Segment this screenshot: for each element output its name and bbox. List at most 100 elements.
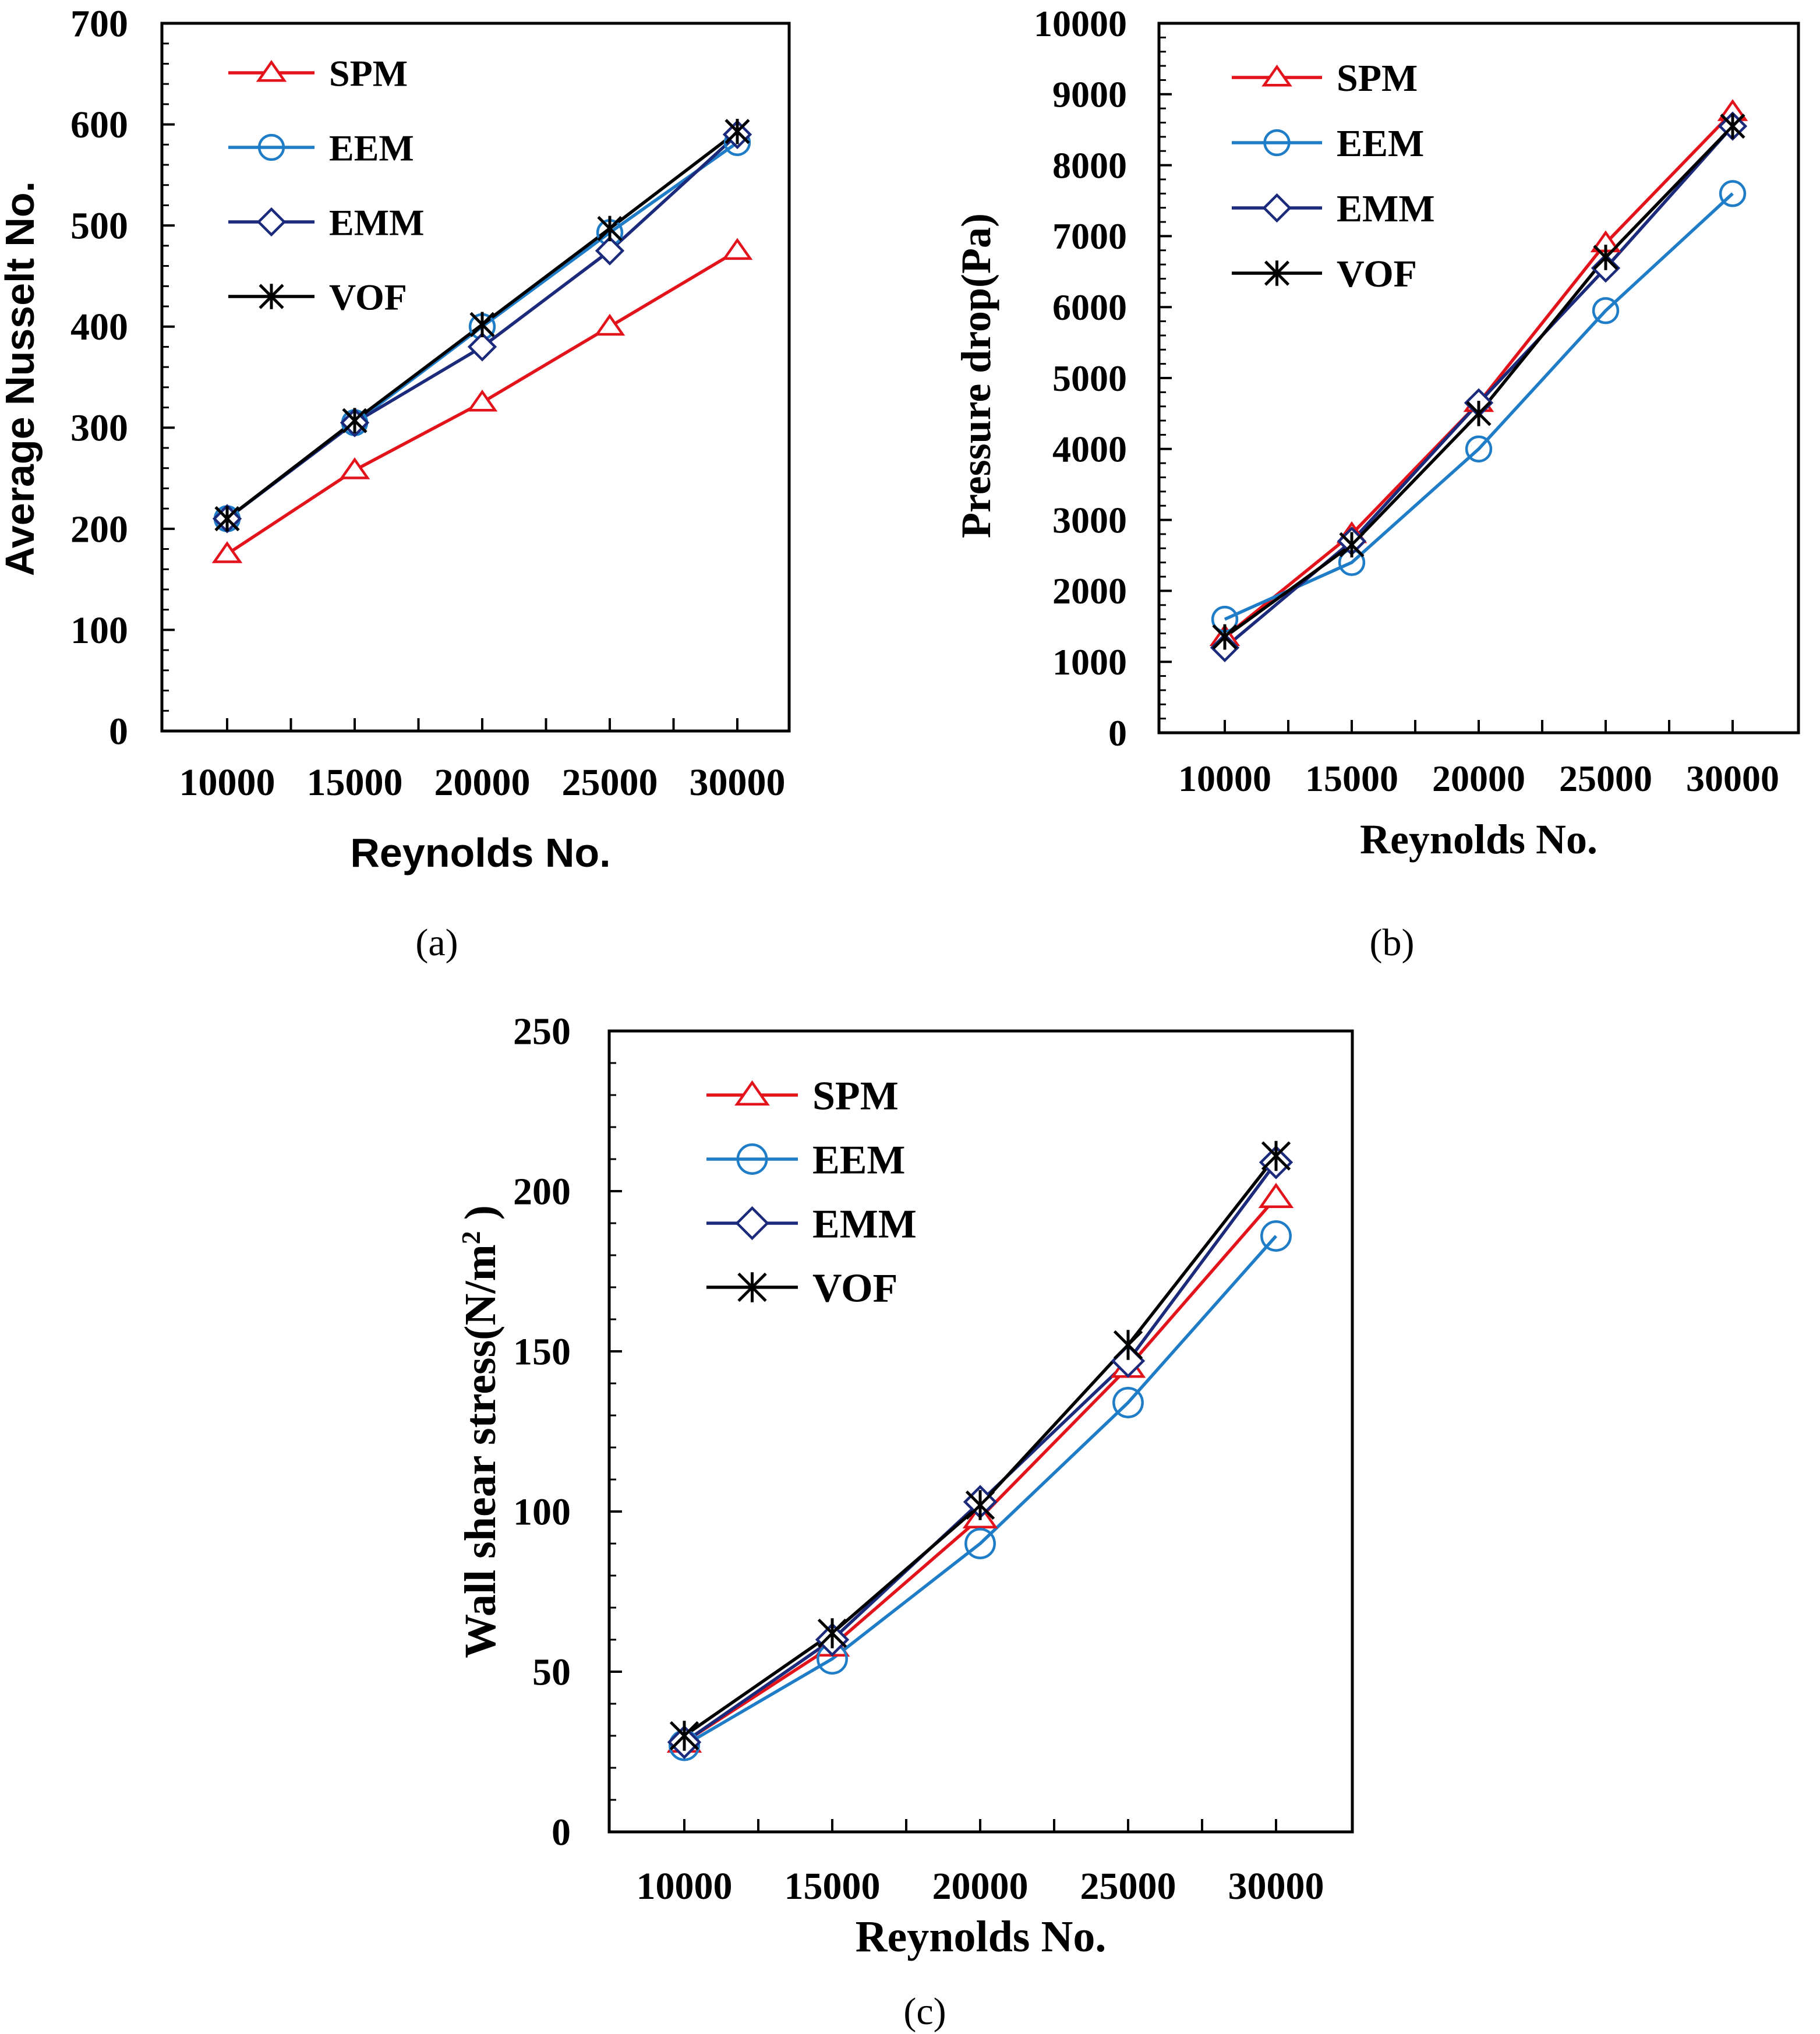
data-point-spm <box>467 389 498 412</box>
data-point-vof <box>1212 624 1238 650</box>
data-point-emm <box>595 236 625 266</box>
x-tick-label: 15000 <box>1305 758 1398 799</box>
data-point-vof <box>1466 401 1492 426</box>
series-line-eem <box>683 1235 1278 1747</box>
legend-label-vof: VOF <box>329 276 407 317</box>
data-point-eem <box>1719 180 1747 207</box>
x-tick-label: 15000 <box>784 1865 881 1908</box>
legend-label-eem: EEM <box>1337 122 1424 165</box>
legend-marker-eem <box>1263 129 1291 157</box>
x-axis-title: Reynolds No. <box>856 1912 1107 1961</box>
y-axis-title-superscript: 2 <box>456 1231 486 1244</box>
legend-label-emm: EMM <box>812 1202 917 1247</box>
data-point-spm <box>594 313 625 336</box>
panel-a: 0 100 200 300 400 500 600 700 10000 15000 20000 250… <box>0 2 791 964</box>
y-tick-label: 6000 <box>1052 287 1127 328</box>
data-point-spm <box>1258 1182 1294 1208</box>
legend-marker-eem <box>736 1143 768 1175</box>
y-tick-label: 4000 <box>1052 429 1127 470</box>
legend-marker-vof <box>737 1272 767 1302</box>
data-point-eem <box>1592 297 1620 324</box>
y-tick-label: 0 <box>552 1811 571 1853</box>
series-line-vof <box>683 1154 1278 1738</box>
legend-marker-vof <box>1264 260 1290 286</box>
y-axis-title: Pressure drop(Pa) <box>953 213 999 538</box>
legend-label-vof: VOF <box>1337 253 1417 295</box>
y-tick-label: 9000 <box>1052 74 1127 115</box>
panel-label: (c) <box>903 1990 946 2033</box>
legend-marker-spm <box>256 59 287 82</box>
y-axis-title: Average Nusselt No. <box>0 181 43 576</box>
legend-marker-eem <box>257 133 285 161</box>
data-point-emm <box>467 332 497 362</box>
data-point-spm <box>211 541 243 563</box>
data-point-eem <box>1112 1387 1144 1418</box>
y-tick-label: 150 <box>513 1330 571 1373</box>
panel-label: (b) <box>1370 921 1415 964</box>
data-point-spm <box>339 457 370 479</box>
x-tick-label: 25000 <box>562 761 658 804</box>
legend-label-spm: SPM <box>812 1074 899 1119</box>
y-tick-label: 400 <box>70 306 128 348</box>
legend-marker-emm <box>1262 193 1292 223</box>
data-point-vof <box>1113 1330 1143 1360</box>
y-tick-label: 7000 <box>1052 216 1127 257</box>
data-point-vof <box>669 1721 699 1751</box>
y-axis-title-suffix: ) <box>456 1205 505 1231</box>
x-tick-label: 10000 <box>179 761 275 804</box>
series-line-eem <box>1224 192 1734 621</box>
y-tick-label: 200 <box>513 1170 571 1213</box>
data-point-vof <box>1261 1140 1291 1171</box>
legend-label-emm: EMM <box>1337 188 1435 230</box>
x-tick-label: 30000 <box>1686 758 1779 799</box>
data-point-eem <box>964 1528 996 1559</box>
legend-marker-emm <box>735 1206 769 1241</box>
legend-label-eem: EEM <box>329 127 414 168</box>
panel-b: 0 1000 2000 3000 4000 5000 6000 7000 8000 9000 100… <box>953 3 1800 964</box>
y-tick-label: 500 <box>70 205 128 248</box>
data-point-vof <box>342 408 367 433</box>
x-tick-label: 30000 <box>1228 1865 1324 1908</box>
panel-label: (a) <box>415 921 458 964</box>
plot-frame <box>1157 22 1800 734</box>
y-tick-label: 0 <box>109 710 128 753</box>
x-tick-label: 25000 <box>1559 758 1652 799</box>
plot-frame <box>160 22 791 733</box>
x-tick-label: 20000 <box>932 1865 1029 1908</box>
y-tick-label: 1000 <box>1052 641 1127 683</box>
data-point-eem <box>1260 1220 1292 1252</box>
y-tick-label: 200 <box>70 508 128 550</box>
y-tick-label: 700 <box>70 2 128 45</box>
y-axis-title-main: Pressure drop(Pa) <box>953 213 999 538</box>
y-tick-label: 100 <box>513 1491 571 1533</box>
data-point-vof <box>1593 245 1618 270</box>
panel-c: 0 50 100 150 200 250 10000 15000 20000 25000 30000… <box>456 1010 1354 2033</box>
legend-label-spm: SPM <box>1337 57 1418 100</box>
data-point-vof <box>817 1618 847 1648</box>
legend-marker-spm <box>1261 64 1292 87</box>
x-tick-label: 10000 <box>637 1865 733 1908</box>
x-tick-label: 20000 <box>1432 758 1525 799</box>
y-tick-label: 50 <box>532 1651 571 1693</box>
y-axis-title-main: Average Nusselt No. <box>0 181 43 576</box>
x-axis-title: Reynolds No. <box>350 830 610 875</box>
y-tick-label: 0 <box>1108 712 1127 754</box>
x-tick-label: 10000 <box>1178 758 1271 799</box>
legend-label-eem: EEM <box>812 1138 905 1183</box>
x-tick-label: 30000 <box>690 761 786 804</box>
y-tick-label: 3000 <box>1052 499 1127 541</box>
legend-marker-vof <box>259 284 284 309</box>
x-tick-label: 15000 <box>307 761 403 804</box>
data-point-vof <box>597 216 623 242</box>
series-line-spm <box>1224 111 1734 638</box>
series-line-vof <box>1224 125 1734 638</box>
y-tick-label: 250 <box>513 1010 571 1053</box>
data-point-spm <box>722 238 753 260</box>
x-tick-label: 25000 <box>1080 1865 1176 1908</box>
data-point-vof <box>214 506 240 532</box>
legend-label-emm: EMM <box>329 202 425 243</box>
y-tick-label: 100 <box>70 609 128 652</box>
y-tick-label: 2000 <box>1052 570 1127 612</box>
legend-marker-emm <box>256 207 287 237</box>
